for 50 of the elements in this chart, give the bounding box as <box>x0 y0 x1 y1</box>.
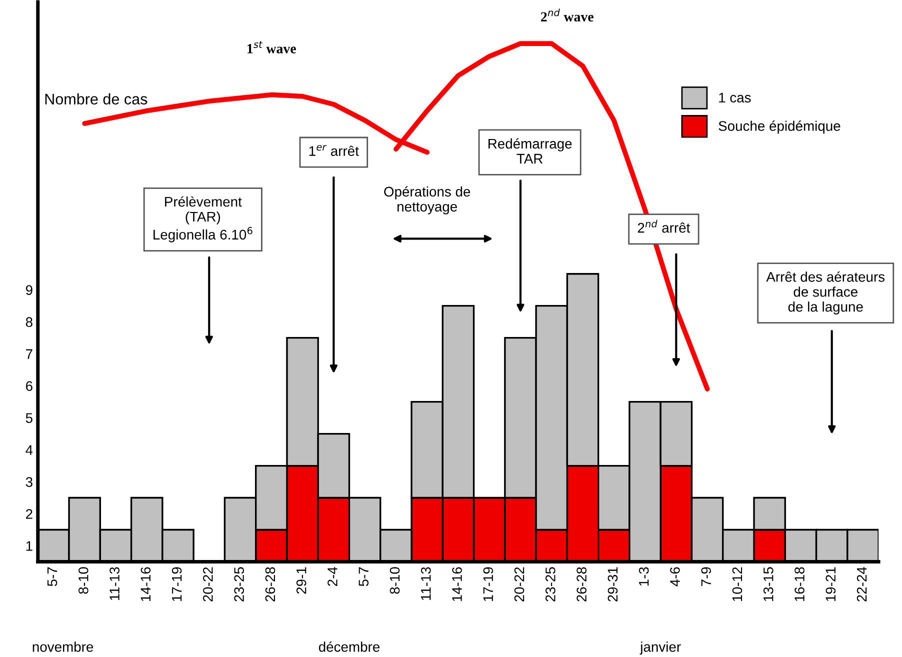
x-tick-label: 17-19 <box>172 567 182 602</box>
x-tick-label: 29-1 <box>296 567 306 594</box>
annotation: Opérations de nettoyage <box>384 186 470 214</box>
x-tick-label: 20-22 <box>514 567 524 602</box>
annotation: 1$^{st}$ wave <box>248 41 296 54</box>
x-tick-label: 11-13 <box>420 567 431 600</box>
x-tick-label: 4-6 <box>670 567 680 586</box>
y-tick-label: 2 <box>26 509 32 519</box>
y-tick-label: 7 <box>26 349 32 359</box>
x-tick-label: 10-12 <box>732 567 742 602</box>
legend-label: Souche épidémique <box>718 120 840 134</box>
annotation: Arrêt des aérateurs de surface de la lagune <box>766 271 885 314</box>
x-tick-label: 8-10 <box>390 567 400 594</box>
x-tick-label: 1-3 <box>638 567 649 586</box>
text: décembre <box>318 641 380 652</box>
annotation: Prélèvement (TAR) Legionella 6.10$^{6}$ <box>154 196 252 242</box>
text: janvier <box>640 642 681 655</box>
y-tick-label: 1 <box>26 541 32 551</box>
x-tick-label: 7-9 <box>701 567 712 586</box>
x-tick-label: 20-22 <box>203 567 213 602</box>
annotation: 2$^{nd}$ arrêt <box>638 220 690 233</box>
x-tick-label: 19-21 <box>826 567 836 602</box>
x-tick-label: 26-28 <box>576 567 586 602</box>
x-tick-label: 22-24 <box>856 567 867 602</box>
annotation: Redémarrage TAR <box>488 138 572 164</box>
x-tick-label: 2-4 <box>328 567 338 586</box>
text: novembre <box>32 642 94 652</box>
x-tick-label: 14-16 <box>140 567 151 602</box>
y-tick-label: 4 <box>26 445 33 455</box>
annotation: 2$^{nd}$ wave <box>541 8 594 22</box>
x-tick-label: 23-25 <box>234 567 244 602</box>
legend-label: 1 cas <box>719 92 751 103</box>
x-tick-label: 17-19 <box>483 567 494 602</box>
x-tick-label: 26-28 <box>265 567 276 602</box>
x-tick-label: 14-16 <box>452 567 462 602</box>
x-tick-label: 8-10 <box>78 567 88 594</box>
x-tick-label: 23-25 <box>546 567 556 602</box>
x-tick-label: 29-31 <box>608 567 618 602</box>
annotation: 1$^{er}$ arrêt <box>309 145 359 156</box>
x-tick-label: 13-15 <box>763 567 774 602</box>
y-axis-title: Nombre de cas <box>45 93 148 105</box>
y-tick-label: 5 <box>26 413 32 423</box>
x-tick-label: 5-7 <box>358 567 369 586</box>
x-tick-label: 16-18 <box>794 567 804 602</box>
x-tick-label: 11-13 <box>110 567 120 600</box>
y-tick-label: 8 <box>26 317 32 328</box>
y-tick-label: 9 <box>26 285 32 296</box>
y-tick-label: 3 <box>26 477 32 487</box>
x-tick-label: 5-7 <box>47 567 58 586</box>
y-tick-label: 6 <box>26 381 32 391</box>
